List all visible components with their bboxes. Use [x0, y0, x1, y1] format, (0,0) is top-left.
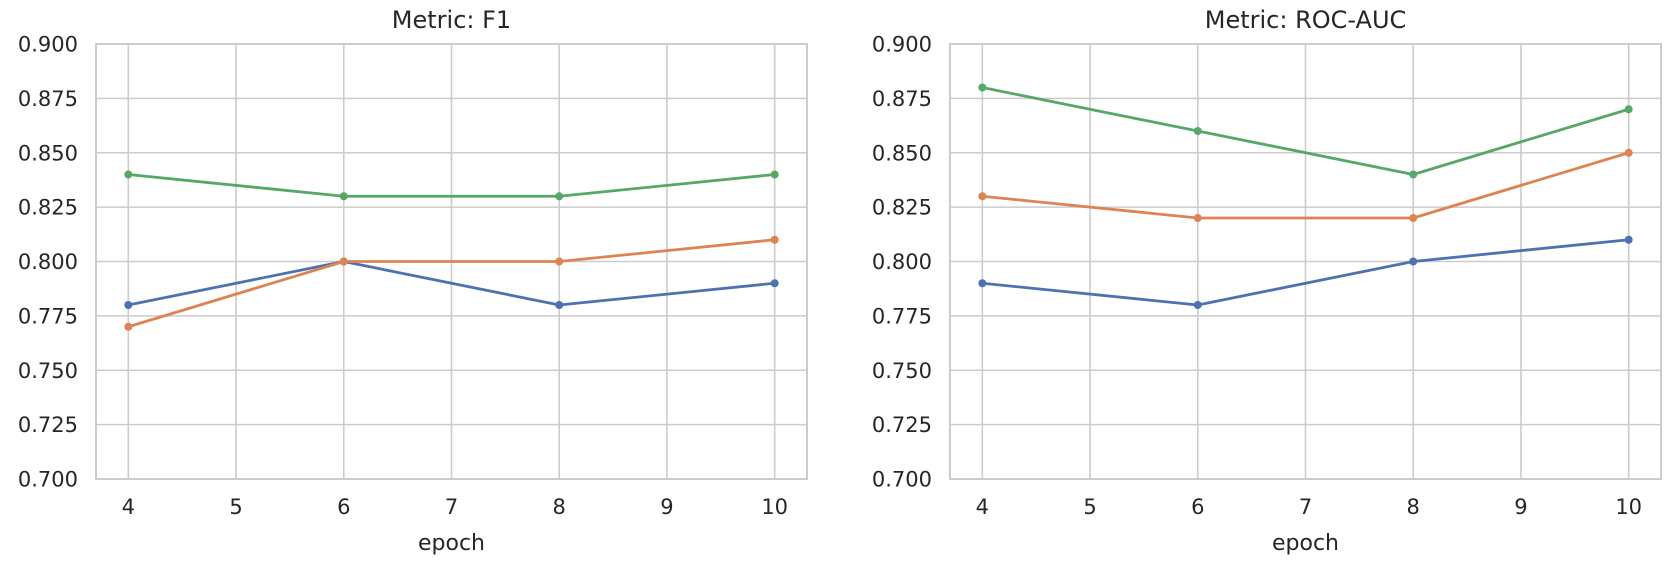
y-tick-label: 0.725 — [872, 413, 932, 437]
y-tick-label: 0.700 — [872, 468, 932, 492]
y-tick-label: 0.750 — [872, 359, 932, 383]
y-tick-label: 0.875 — [872, 87, 932, 111]
chart-f1-canvas: 0.700 0.725 0.750 0.775 0.800 0.825 0.850 0.875… — [18, 33, 808, 519]
y-tick-label: 0.850 — [18, 141, 78, 165]
chart-panel-roc-auc: Metric: ROC-AUC 0.700 0.725 0.750 0.775 0.80… — [837, 0, 1673, 565]
x-axis-label-f1: epoch — [418, 531, 485, 556]
data-point-orange — [339, 257, 348, 266]
chart-panel-f1: Metric: F1 0.700 0.725 0.750 0.775 0.800 0.82… — [18, 6, 808, 556]
y-tick-label: 0.825 — [872, 196, 932, 220]
data-point-orange — [1193, 214, 1202, 222]
series-line-green — [126, 173, 777, 198]
data-point-blue — [978, 279, 987, 288]
data-point-green — [1624, 105, 1633, 114]
data-point-green — [555, 192, 564, 201]
axes-border — [95, 43, 808, 480]
x-tick-label: 9 — [1514, 495, 1527, 519]
data-point-blue — [770, 279, 779, 288]
y-tick-label: 0.800 — [18, 250, 78, 274]
series-line-blue — [980, 238, 1631, 307]
data-point-orange — [1624, 148, 1633, 157]
y-tick-label: 0.825 — [18, 196, 78, 220]
x-tick-label: 7 — [445, 495, 458, 519]
series-line-orange — [126, 238, 777, 329]
x-tick-label: 8 — [553, 495, 566, 519]
x-axis-label-roc-auc: epoch — [1272, 531, 1339, 556]
y-tick-label: 0.750 — [18, 359, 78, 383]
data-point-blue — [124, 301, 133, 309]
data-point-green — [1193, 127, 1202, 135]
x-tick-label: 7 — [1299, 495, 1312, 519]
data-point-green — [770, 170, 779, 179]
series-line-orange — [980, 151, 1631, 220]
x-tick-label: 10 — [761, 495, 788, 519]
x-tick-label: 4 — [122, 495, 135, 519]
y-tick-label: 0.700 — [18, 468, 78, 492]
series-line-green — [980, 86, 1631, 176]
data-point-orange — [555, 257, 564, 266]
y-tick-label: 0.800 — [872, 250, 932, 274]
y-tick-label: 0.725 — [18, 413, 78, 437]
data-point-blue — [1409, 257, 1418, 266]
data-point-blue — [1193, 301, 1202, 309]
data-point-orange — [124, 322, 133, 331]
data-point-orange — [978, 192, 987, 201]
chart-title-roc-auc: Metric: ROC-AUC — [1204, 6, 1407, 34]
data-point-orange — [1409, 214, 1418, 222]
data-point-green — [339, 192, 348, 201]
chart-roc-auc-canvas: 0.700 0.725 0.750 0.775 0.800 0.825 0.850 0.875… — [872, 33, 1662, 519]
data-point-blue — [555, 301, 564, 309]
data-point-green — [978, 83, 987, 92]
x-tick-label: 5 — [229, 495, 242, 519]
axes-border — [949, 43, 1662, 480]
data-point-green — [1409, 170, 1418, 179]
y-tick-label: 0.775 — [872, 304, 932, 328]
x-tick-label: 8 — [1407, 495, 1420, 519]
x-tick-label: 5 — [1083, 495, 1096, 519]
y-tick-label: 0.850 — [872, 141, 932, 165]
data-point-blue — [1624, 235, 1633, 244]
data-point-green — [124, 170, 133, 179]
y-tick-label: 0.875 — [18, 87, 78, 111]
x-tick-label: 4 — [976, 495, 989, 519]
series-line-blue — [126, 260, 777, 307]
x-tick-label: 9 — [660, 495, 673, 519]
y-tick-label: 0.775 — [18, 304, 78, 328]
y-tick-label: 0.900 — [18, 33, 78, 57]
chart-title-f1: Metric: F1 — [391, 6, 512, 34]
data-point-orange — [770, 235, 779, 244]
x-tick-label: 10 — [1615, 495, 1642, 519]
x-tick-label: 6 — [337, 495, 350, 519]
x-tick-label: 6 — [1191, 495, 1204, 519]
y-tick-label: 0.900 — [872, 33, 932, 57]
